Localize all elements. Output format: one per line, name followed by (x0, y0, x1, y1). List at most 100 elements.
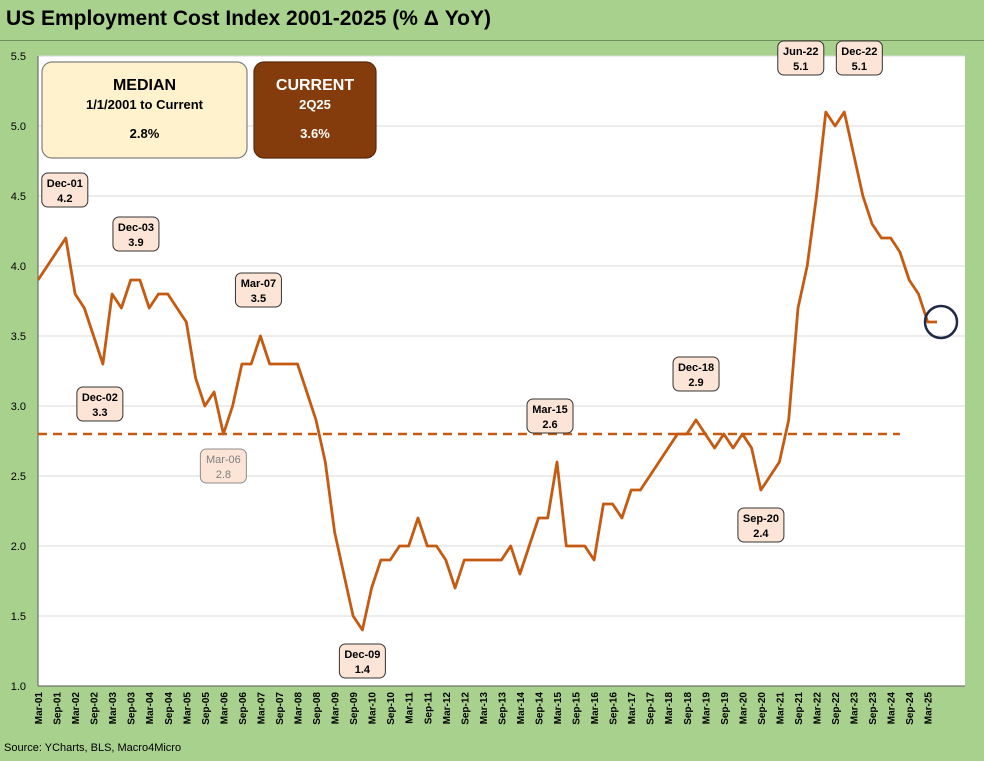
x-tick-label: Mar-24 (887, 692, 898, 725)
callout-date: Dec-09 (344, 649, 380, 661)
median-box-bg (41, 61, 248, 159)
x-tick-label: Mar-02 (71, 692, 82, 725)
callout-box (199, 448, 247, 484)
x-tick-label: Mar-06 (219, 692, 230, 725)
callout-value: 3.3 (92, 407, 107, 419)
callout-date: Dec-02 (82, 392, 118, 404)
y-tick-label: 3.5 (11, 331, 26, 343)
x-tick-label: Mar-11 (405, 692, 416, 724)
y-tick-label: 2.0 (11, 541, 26, 553)
x-tick-label: Mar-04 (145, 692, 156, 725)
x-tick-label: Mar-12 (442, 692, 453, 725)
x-tick-label: Sep-14 (534, 692, 545, 725)
callout-box (526, 398, 574, 434)
callout-date: Dec-22 (841, 46, 877, 58)
x-tick-label: Sep-23 (868, 692, 879, 725)
x-tick-label: Sep-10 (386, 692, 397, 725)
median-box-subtitle: 1/1/2001 to Current (86, 97, 204, 112)
x-tick-label: Sep-16 (609, 692, 620, 725)
x-tick-label: Sep-01 (53, 692, 64, 725)
x-tick-label: Mar-14 (516, 692, 527, 725)
x-tick-label: Mar-19 (701, 692, 712, 725)
x-tick-label: Mar-13 (479, 692, 490, 725)
callout-value: 2.4 (753, 528, 769, 540)
x-tick-label: Sep-21 (794, 692, 805, 725)
callout-box (835, 40, 883, 76)
callout-date: Jun-22 (783, 46, 818, 58)
y-tick-label: 5.0 (11, 121, 26, 133)
x-tick-label: Mar-18 (664, 692, 675, 725)
x-tick-label: Sep-09 (349, 692, 360, 725)
x-tick-label: Sep-17 (646, 692, 657, 725)
callout-date: Dec-18 (678, 362, 714, 374)
x-tick-label: Sep-12 (460, 692, 471, 725)
callout-box (777, 40, 825, 76)
median-box-title: MEDIAN (113, 77, 176, 94)
y-tick-label: 2.5 (11, 471, 26, 483)
callout-date: Mar-15 (532, 404, 567, 416)
callout-box (112, 216, 160, 252)
x-tick-label: Mar-21 (775, 692, 786, 725)
y-tick-label: 3.0 (11, 401, 26, 413)
source-note: Source: YCharts, BLS, Macro4Micro (4, 742, 182, 754)
chart-title: US Employment Cost Index 2001-2025 (% Δ … (6, 7, 492, 30)
x-tick-label: Mar-23 (850, 692, 861, 725)
callout-date: Mar-07 (241, 278, 276, 290)
x-tick-label: Mar-20 (738, 692, 749, 725)
callout-jun-22: Jun-22 5.1 (777, 40, 825, 76)
callout-dec-02: Dec-02 3.3 (76, 386, 124, 422)
x-tick-label: Mar-22 (813, 692, 824, 725)
x-tick-label: Sep-03 (127, 692, 138, 725)
x-tick-label: Mar-25 (924, 692, 935, 725)
current-box: CURRENT 2Q25 3.6% (253, 61, 377, 159)
y-tick-label: 4.5 (11, 191, 26, 203)
eci-series-line (36, 110, 937, 632)
x-tick-label: Sep-05 (201, 692, 212, 725)
x-tick-label: Mar-15 (553, 692, 564, 725)
x-tick-label: Mar-16 (590, 692, 601, 725)
x-tick-label: Sep-08 (312, 692, 323, 725)
callout-value: 3.5 (251, 293, 266, 305)
callout-mar-07: Mar-07 3.5 (234, 272, 282, 308)
callout-date: Mar-06 (206, 454, 241, 466)
x-tick-label: Sep-19 (720, 692, 731, 725)
callout-dec-09: Dec-09 1.4 (338, 643, 386, 679)
x-tick-label: Sep-06 (238, 692, 249, 725)
x-tick-label: Sep-15 (572, 692, 583, 725)
x-tick-label: Sep-13 (497, 692, 508, 725)
callout-box (41, 172, 89, 208)
callout-date: Sep-20 (743, 513, 779, 525)
x-tick-label: Sep-07 (275, 692, 286, 725)
callout-date: Dec-03 (118, 222, 154, 234)
callout-box (234, 272, 282, 308)
callout-dec-22: Dec-22 5.1 (835, 40, 883, 76)
x-tick-label: Mar-05 (182, 692, 193, 725)
y-tick-label: 1.0 (11, 681, 26, 693)
x-tick-label: Mar-09 (331, 692, 342, 725)
callout-value: 2.9 (688, 377, 703, 389)
x-tick-label: Sep-22 (831, 692, 842, 725)
callout-value: 1.4 (355, 664, 371, 676)
callout-dec-03: Dec-03 3.9 (112, 216, 160, 252)
callout-date: Dec-01 (47, 178, 83, 190)
current-box-bg (253, 61, 377, 159)
x-tick-label: Sep-24 (905, 692, 916, 725)
x-tick-label: Mar-03 (108, 692, 119, 725)
x-tick-label: Sep-20 (757, 692, 768, 725)
callout-value: 4.2 (57, 193, 72, 205)
x-tick-label: Sep-11 (423, 692, 434, 725)
callout-dec-01: Dec-01 4.2 (41, 172, 89, 208)
title-bar: US Employment Cost Index 2001-2025 (% Δ … (0, 0, 984, 41)
x-tick-label: Sep-18 (683, 692, 694, 725)
current-box-value: 3.6% (300, 126, 330, 141)
plot-area (38, 56, 965, 686)
x-tick-label: Sep-04 (164, 692, 175, 725)
current-box-subtitle: 2Q25 (299, 97, 331, 112)
x-tick-label: Mar-01 (34, 692, 45, 725)
callout-box (338, 643, 386, 679)
callout-mar-15: Mar-15 2.6 (526, 398, 574, 434)
callout-box (737, 507, 785, 543)
callout-dec-18: Dec-18 2.9 (672, 356, 720, 392)
callout-mar-06: Mar-06 2.8 (199, 448, 247, 484)
